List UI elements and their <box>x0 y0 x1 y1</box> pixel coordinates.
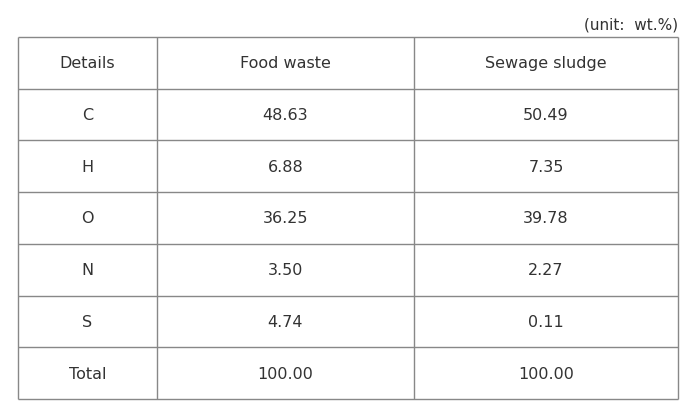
Text: 39.78: 39.78 <box>523 211 569 226</box>
Text: 50.49: 50.49 <box>523 108 569 123</box>
Text: 36.25: 36.25 <box>262 211 308 226</box>
Text: H: H <box>81 160 93 174</box>
Text: C: C <box>81 108 93 123</box>
Text: Total: Total <box>68 366 106 381</box>
Text: O: O <box>81 211 93 226</box>
Text: 100.00: 100.00 <box>518 366 574 381</box>
Text: N: N <box>81 263 93 278</box>
Text: S: S <box>82 314 93 329</box>
Text: 6.88: 6.88 <box>267 160 303 174</box>
Text: 0.11: 0.11 <box>528 314 564 329</box>
Text: Details: Details <box>59 56 115 71</box>
Text: 7.35: 7.35 <box>528 160 564 174</box>
Text: (unit:  wt.%): (unit: wt.%) <box>584 17 678 32</box>
Text: 2.27: 2.27 <box>528 263 564 278</box>
Text: Sewage sludge: Sewage sludge <box>485 56 607 71</box>
Text: Food waste: Food waste <box>240 56 331 71</box>
Text: 100.00: 100.00 <box>258 366 313 381</box>
Text: 4.74: 4.74 <box>267 314 303 329</box>
Text: 3.50: 3.50 <box>268 263 303 278</box>
Text: 48.63: 48.63 <box>262 108 308 123</box>
